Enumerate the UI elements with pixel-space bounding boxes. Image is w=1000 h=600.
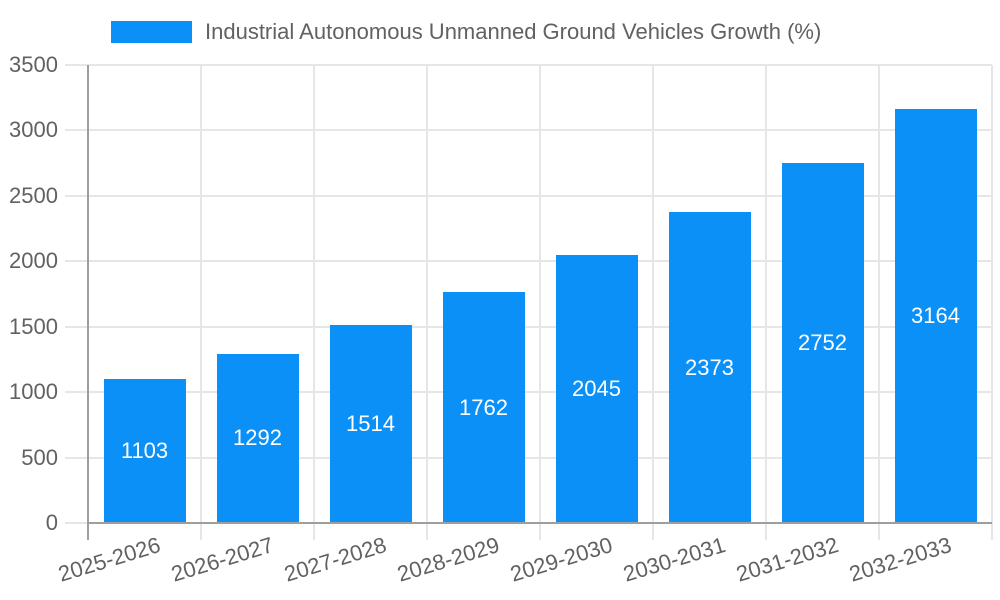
gridline-vertical	[426, 65, 428, 540]
gridline-vertical	[878, 65, 880, 540]
x-axis-line	[87, 522, 992, 524]
bar-value-label: 2373	[685, 354, 734, 380]
bar[interactable]	[668, 212, 751, 523]
gridline-vertical	[765, 65, 767, 540]
bar-value-label: 2752	[798, 329, 847, 355]
y-axis-tick-label: 3000	[9, 117, 58, 143]
bar-value-label: 3164	[911, 302, 960, 328]
gridline-vertical	[652, 65, 654, 540]
bar[interactable]	[442, 292, 525, 523]
bar[interactable]	[894, 108, 977, 523]
gridline-horizontal	[65, 194, 992, 197]
x-axis-tick-label: 2031-2032	[733, 532, 842, 587]
gridline-vertical	[991, 65, 993, 540]
bar[interactable]	[555, 255, 638, 523]
gridline-vertical	[539, 65, 541, 540]
x-axis-tick-label: 2025-2026	[55, 532, 164, 587]
bar-value-label: 1292	[233, 425, 282, 451]
bar[interactable]	[216, 353, 299, 523]
x-axis-tick-label: 2030-2031	[620, 532, 729, 587]
bar-value-label: 1103	[120, 437, 169, 463]
bar[interactable]	[103, 378, 186, 523]
bar-value-label: 1514	[346, 410, 395, 436]
bar[interactable]	[781, 162, 864, 523]
gridline-horizontal	[65, 64, 992, 66]
bar-value-label: 2045	[572, 376, 621, 402]
y-axis-tick-label: 3500	[9, 52, 58, 77]
gridline-horizontal	[65, 260, 992, 263]
gridline-horizontal	[65, 391, 992, 394]
bar-value-label: 1762	[459, 394, 508, 420]
y-axis-tick-label: 0	[45, 510, 58, 535]
gridline-horizontal	[65, 129, 992, 132]
y-axis-tick-label: 2500	[9, 182, 58, 208]
y-axis-tick-label: 500	[21, 444, 58, 470]
legend-swatch[interactable]	[111, 21, 192, 43]
y-axis-tick-label: 2000	[9, 248, 58, 274]
x-axis-tick-label: 2026-2027	[168, 532, 277, 587]
x-axis-tick-label: 2028-2029	[394, 532, 503, 587]
legend-label[interactable]: Industrial Autonomous Unmanned Ground Ve…	[205, 19, 822, 44]
bar[interactable]	[329, 324, 412, 523]
y-axis-line	[87, 65, 89, 540]
gridline-vertical	[200, 65, 202, 540]
x-axis-tick-label: 2029-2030	[507, 532, 616, 587]
x-axis-tick-label: 2027-2028	[281, 532, 390, 587]
gridline-horizontal	[65, 456, 992, 459]
y-axis-tick-label: 1500	[9, 313, 58, 339]
gridline-vertical	[313, 65, 315, 540]
gridline-horizontal	[65, 325, 992, 328]
x-axis-tick-label: 2032-2033	[846, 532, 955, 587]
y-axis-tick-label: 1000	[9, 379, 58, 405]
